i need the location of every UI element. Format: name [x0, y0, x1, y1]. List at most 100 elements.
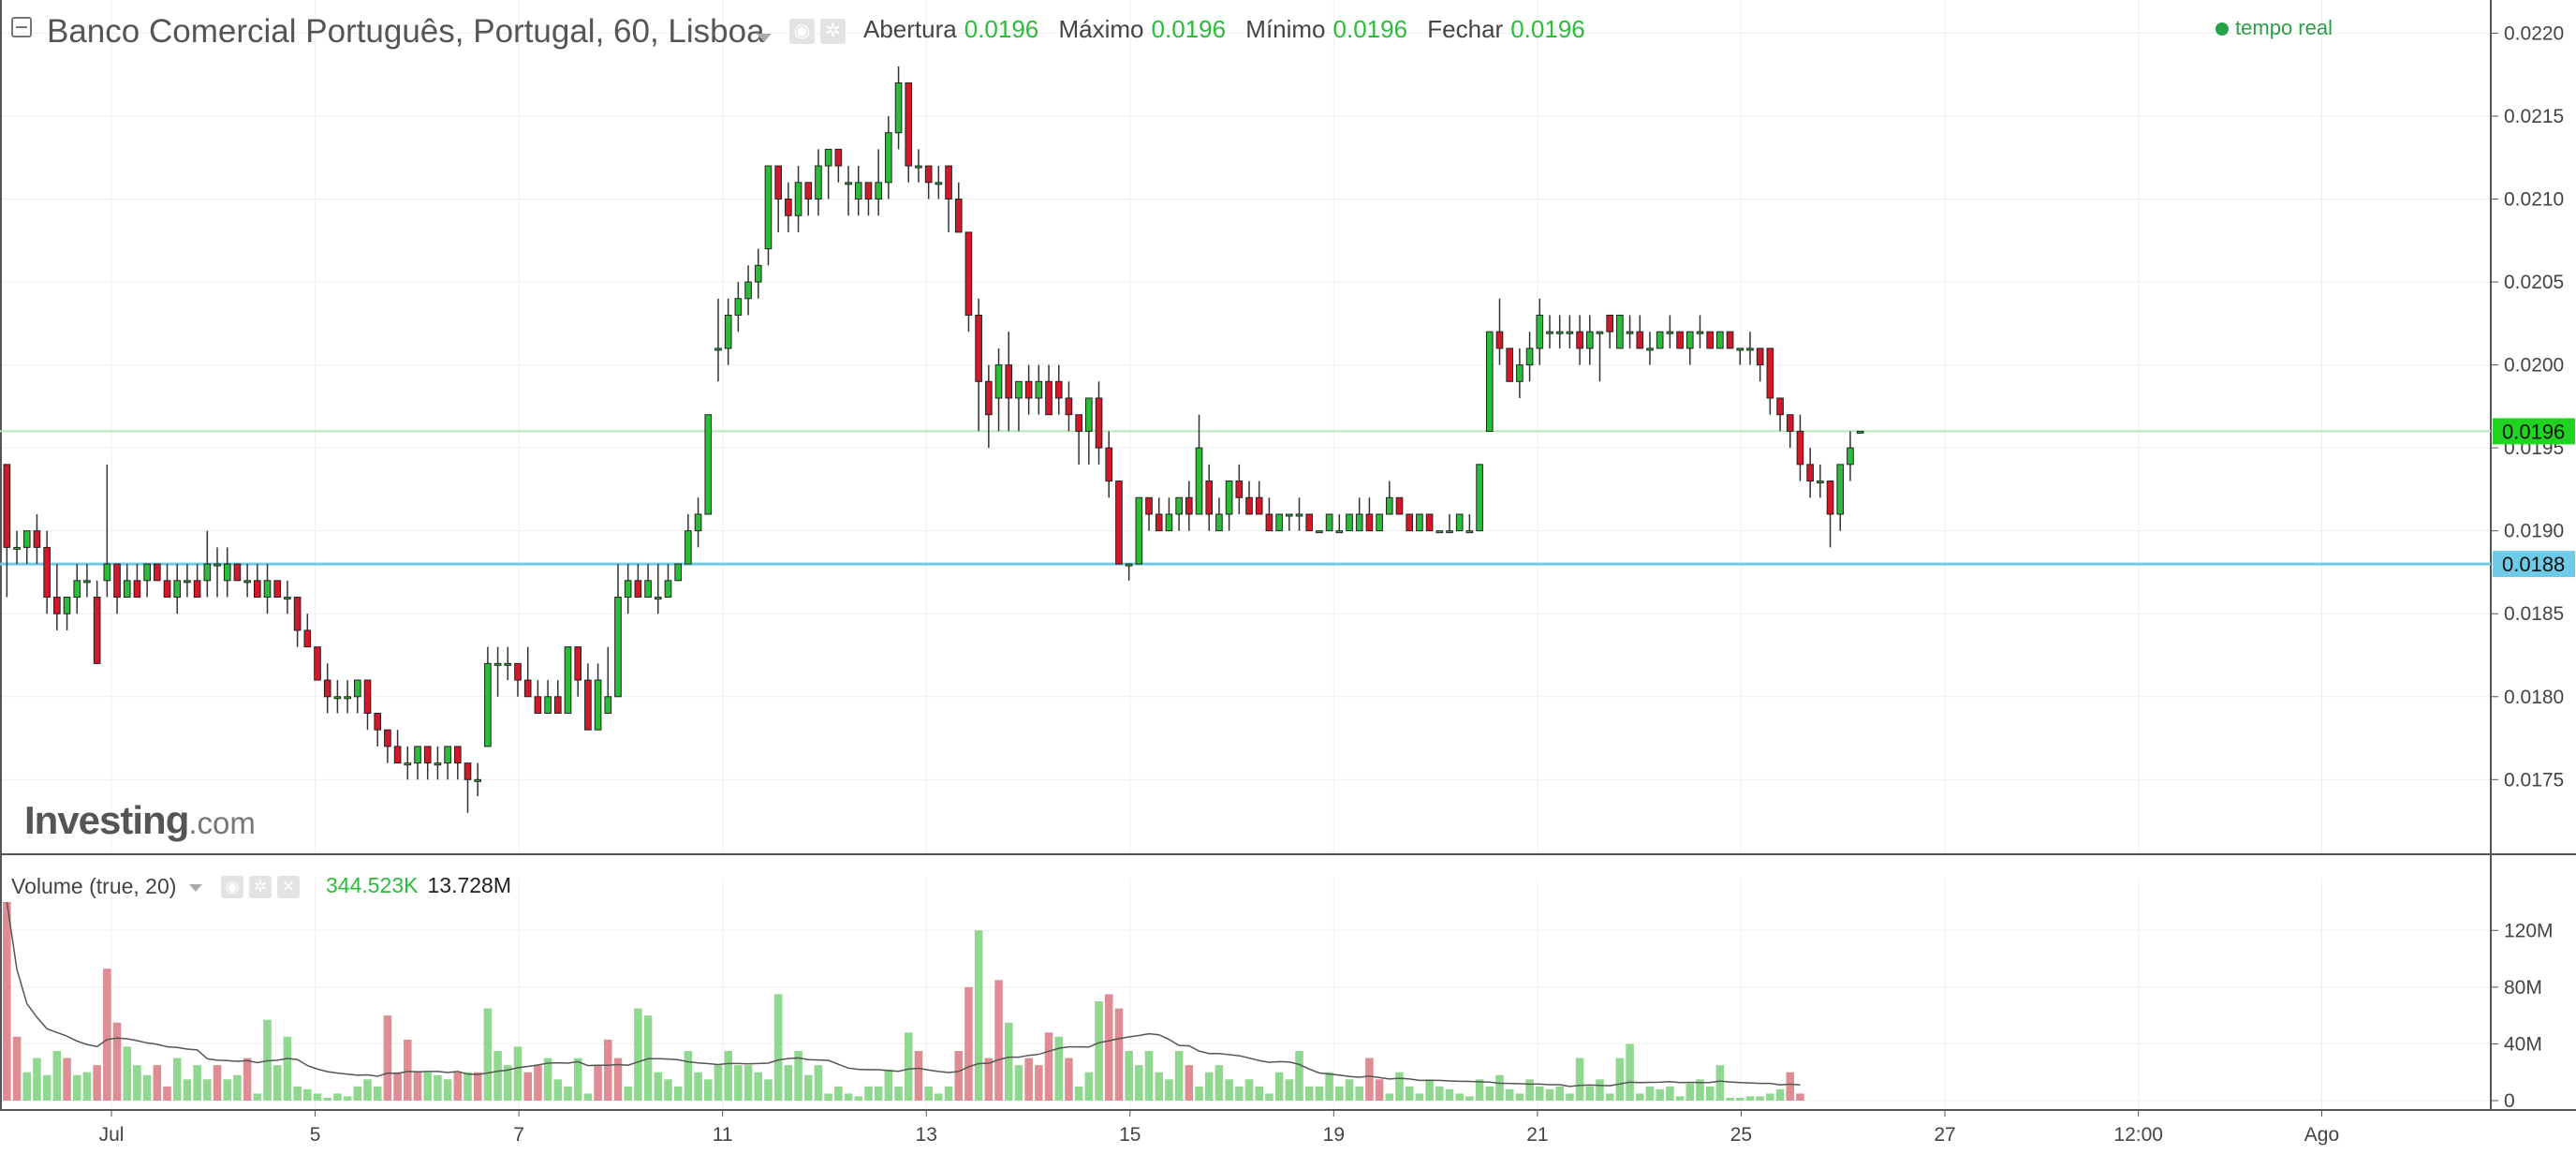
time-tick-label: 19 — [1323, 1124, 1345, 1146]
volume-bar-up — [824, 1093, 832, 1101]
volume-bar-down — [613, 1058, 623, 1101]
candle-down — [834, 148, 843, 167]
volume-bar-up — [864, 1086, 873, 1101]
volume-bar-up — [844, 1093, 853, 1101]
volume-bar-up — [1536, 1086, 1544, 1101]
volume-bar-up — [974, 930, 983, 1101]
volume-current: 344.523K — [326, 873, 419, 897]
volume-bar-down — [604, 1039, 612, 1101]
volume-bar-down — [1786, 1072, 1795, 1101]
volume-bar-up — [894, 1086, 903, 1101]
candle-down — [1305, 513, 1314, 532]
candle-down — [574, 646, 582, 681]
volume-bar-up — [1605, 1093, 1614, 1101]
volume-bar-up — [784, 1065, 793, 1101]
candle-up — [684, 530, 692, 565]
candle-down — [393, 746, 402, 764]
volume-bar-up — [743, 1065, 753, 1101]
volume-bar-up — [353, 1086, 362, 1101]
volume-bar-up — [1174, 1051, 1184, 1101]
candle-up — [1135, 496, 1143, 565]
candle-up — [1736, 348, 1744, 351]
volume-bar-up — [203, 1079, 212, 1101]
candle-down — [113, 563, 121, 599]
volume-bar-up — [935, 1093, 943, 1101]
volume-average-line — [6, 901, 1801, 1087]
volume-bar-up — [1335, 1086, 1344, 1101]
volume-bar-up — [624, 1086, 632, 1101]
volume-bar-up — [1235, 1086, 1244, 1101]
close-label: Fechar — [1427, 15, 1504, 43]
candle-up — [1416, 513, 1423, 532]
volume-values: 344.523K 13.728M — [326, 873, 511, 898]
volume-bar-down — [1375, 1079, 1384, 1101]
volume-bar-down — [393, 1072, 402, 1101]
candle-down — [1576, 331, 1583, 349]
candle-down — [303, 629, 312, 648]
volume-gear-icon[interactable]: ✲ — [249, 876, 272, 898]
volume-bar-up — [1074, 1086, 1083, 1101]
volume-bar-up — [553, 1079, 563, 1101]
candle-down — [384, 729, 391, 747]
volume-bar-up — [1585, 1086, 1595, 1101]
price-tick-label: 0.0190 — [2504, 521, 2564, 542]
open-label: Abertura — [863, 15, 957, 43]
candle-up — [704, 414, 713, 515]
candle-down — [1506, 348, 1514, 382]
candle-down — [1395, 496, 1404, 515]
volume-bar-up — [673, 1086, 683, 1101]
candle-up — [1385, 496, 1393, 515]
candle-up — [1836, 464, 1845, 515]
volume-bar-up — [303, 1088, 312, 1101]
volume-bar-down — [534, 1065, 542, 1101]
eye-icon[interactable]: ◉ — [789, 19, 815, 44]
volume-bar-up — [884, 1069, 893, 1101]
candle-up — [875, 182, 882, 200]
candle-down — [293, 597, 302, 631]
candle-down — [1606, 314, 1613, 333]
volume-eye-icon[interactable]: ◉ — [221, 876, 243, 898]
volume-bar-up — [1395, 1072, 1404, 1101]
volume-bar-up — [293, 1086, 302, 1101]
title-dropdown-icon[interactable] — [757, 34, 772, 42]
candle-up — [754, 264, 762, 283]
candle-down — [954, 199, 963, 233]
volume-bar-down — [1114, 1008, 1124, 1101]
volume-close-icon[interactable]: ✕ — [277, 876, 300, 898]
collapse-icon[interactable] — [11, 17, 32, 37]
candle-up — [1335, 530, 1344, 534]
price-tick-label: 0.0210 — [2504, 189, 2564, 211]
volume-bar-down — [213, 1065, 222, 1101]
volume-bar-down — [1065, 1058, 1073, 1101]
volume-average: 13.728M — [427, 873, 511, 897]
volume-bar-up — [72, 1074, 81, 1101]
candle-down — [534, 696, 542, 714]
candle-up — [1455, 513, 1464, 532]
candle-down — [804, 182, 813, 200]
candle-down — [945, 165, 952, 200]
candle-down — [1756, 348, 1764, 366]
candle-up — [994, 364, 1003, 399]
volume-indicator-label: Volume (true, 20) — [11, 874, 176, 899]
volume-bar-up — [764, 1079, 773, 1101]
candle-up — [1585, 331, 1594, 349]
volume-bar-up — [814, 1065, 823, 1101]
candle-down — [43, 546, 51, 599]
volume-bar-up — [423, 1072, 432, 1101]
volume-bar-up — [854, 1096, 863, 1101]
candle-up — [243, 580, 251, 584]
volume-bar-up — [483, 1008, 493, 1101]
candle-down — [314, 646, 321, 681]
volume-bar-up — [1596, 1079, 1604, 1101]
last-price-tag — [2493, 418, 2575, 445]
volume-dropdown-icon[interactable] — [189, 884, 202, 892]
candle-down — [634, 580, 642, 599]
candle-down — [514, 662, 522, 681]
candle-down — [774, 165, 782, 200]
time-tick-label: 5 — [310, 1124, 321, 1146]
gear-icon[interactable]: ✲ — [820, 19, 846, 44]
last-price-label: 0.0196 — [2502, 420, 2565, 443]
volume-bar-up — [1285, 1079, 1294, 1101]
candle-up — [694, 513, 702, 532]
candle-down — [584, 679, 592, 731]
